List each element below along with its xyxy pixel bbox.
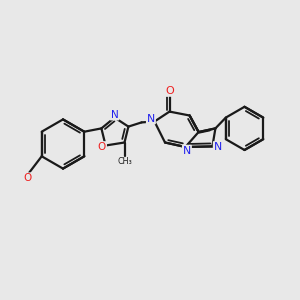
Text: N: N (214, 142, 222, 152)
Text: O: O (23, 173, 32, 183)
Text: N: N (147, 113, 155, 124)
Text: N: N (183, 146, 191, 156)
Text: O: O (165, 86, 174, 96)
Text: N: N (111, 110, 119, 120)
Text: O: O (98, 142, 106, 152)
Text: CH₃: CH₃ (117, 157, 132, 166)
